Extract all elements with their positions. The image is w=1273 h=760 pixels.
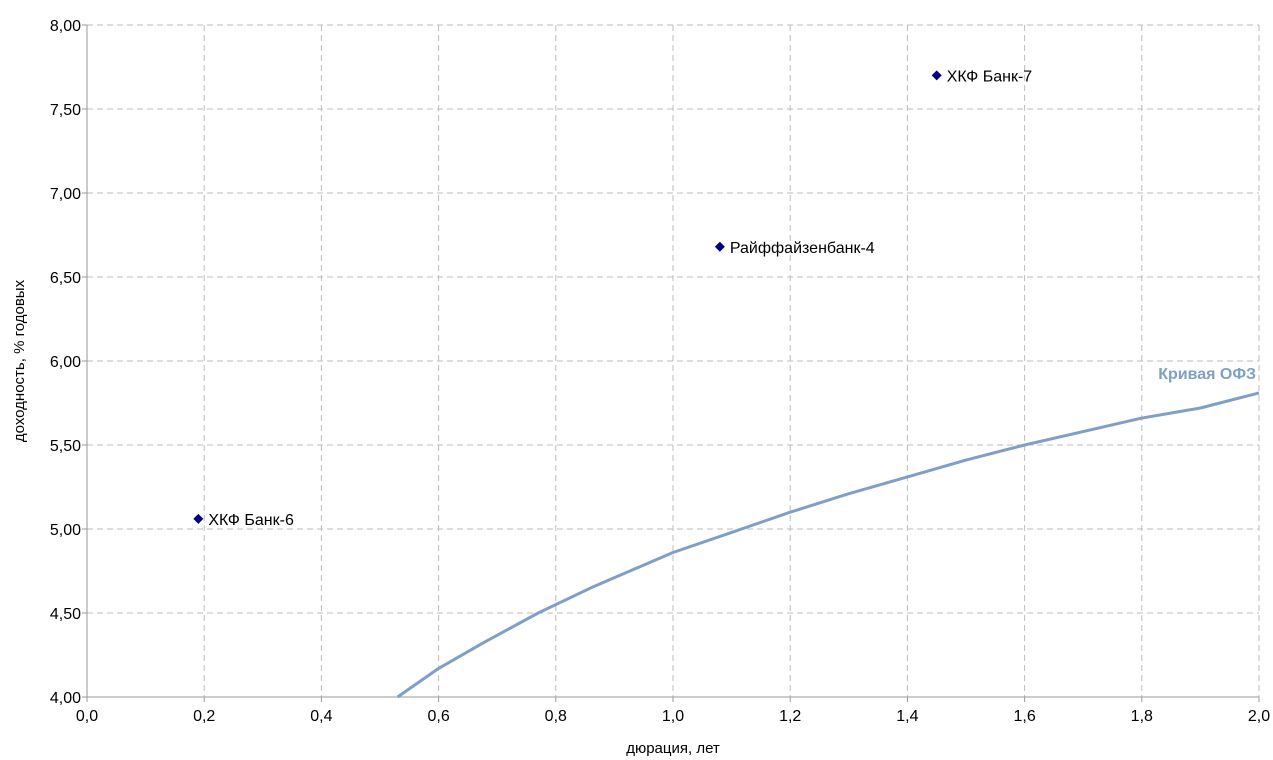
y-axis-label: доходность, % годовых: [11, 279, 28, 442]
ofz-curve: Кривая ОФЗ: [396, 366, 1260, 699]
x-tick-label: 0,6: [427, 708, 449, 725]
data-point-marker: [931, 70, 942, 81]
x-tick-label: 2,0: [1248, 708, 1270, 725]
x-tick-label: 0,0: [76, 708, 98, 725]
x-tick-label: 1,4: [896, 708, 918, 725]
data-point-marker: [193, 513, 204, 524]
x-tick-label: 1,2: [779, 708, 801, 725]
y-tick-label: 7,50: [50, 102, 81, 119]
ofz-curve-label: Кривая ОФЗ: [1158, 366, 1256, 383]
x-tick-label: 1,8: [1131, 708, 1153, 725]
data-point-label: ХКФ Банк-6: [208, 512, 294, 529]
data-point-marker: [714, 241, 725, 252]
y-tick-label: 6,00: [50, 354, 81, 371]
data-point-label: ХКФ Банк-7: [947, 68, 1033, 85]
data-point-label: Райффайзенбанк-4: [730, 240, 875, 257]
y-tick-label: 4,00: [50, 690, 81, 707]
x-tick-label: 0,2: [193, 708, 215, 725]
x-tick-labels: 0,0 0,2 0,4 0,6 0,8 1,0 1,2 1,4 1,6 1,8 2,0: [76, 708, 1270, 725]
x-axis-label: дюрация, лет: [626, 740, 720, 757]
y-tick-label: 8,00: [50, 18, 81, 35]
x-tick-label: 0,8: [545, 708, 567, 725]
y-tick-label: 7,00: [50, 186, 81, 203]
axes: [86, 25, 1259, 698]
x-tick-label: 1,6: [1013, 708, 1035, 725]
grid-lines: [82, 24, 1260, 702]
ofz-curve-line: [396, 391, 1260, 699]
y-tick-label: 5,50: [50, 438, 81, 455]
bond-points: ХКФ Банк-6 Райффайзенбанк-4 ХКФ Банк-7: [193, 68, 1032, 529]
y-tick-labels: 4,00 4,50 5,00 5,50 6,00 6,50 7,00 7,50 8,00: [50, 18, 81, 707]
x-tick-label: 0,4: [310, 708, 332, 725]
y-tick-label: 6,50: [50, 270, 81, 287]
y-tick-label: 5,00: [50, 522, 81, 539]
y-tick-label: 4,50: [50, 606, 81, 623]
x-tick-label: 1,0: [662, 708, 684, 725]
